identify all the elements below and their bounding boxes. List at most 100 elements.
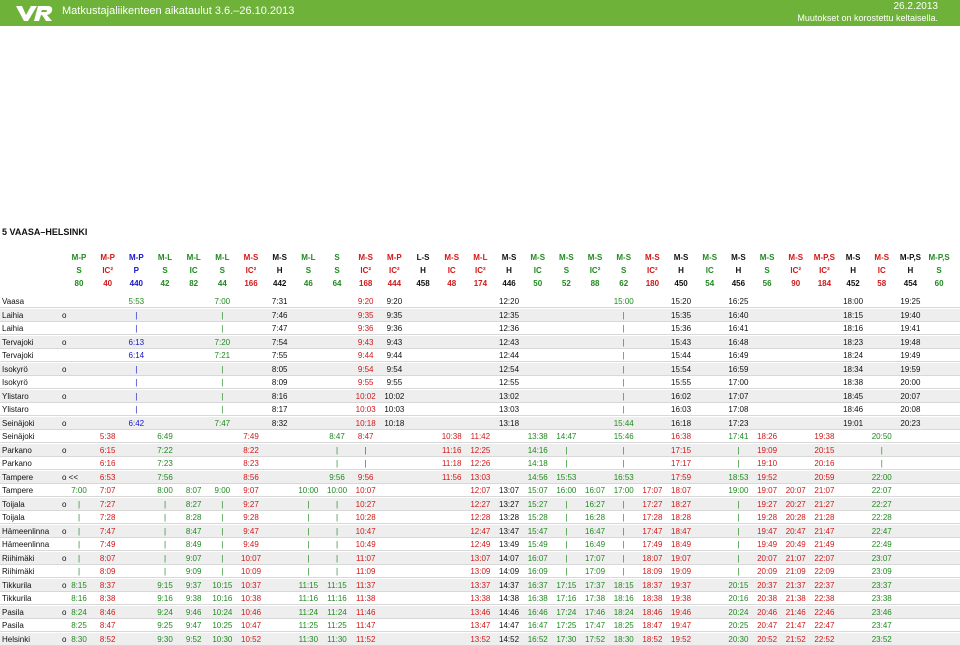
time-cell: 22:49 [871,540,892,549]
time-cell: 16:49 [585,540,606,549]
time-cell: 9:07 [243,486,259,495]
time-cell: 9:43 [386,337,403,347]
time-cell: 18:07 [642,553,663,563]
time-cell: 15:54 [671,364,692,374]
time-cell: 8:09 [99,567,116,576]
time-cell: 17:52 [585,634,606,644]
train-header: M-L [215,253,230,262]
pass-marker: | [307,567,310,576]
time-cell: 18:46 [843,405,864,414]
time-cell: 15:35 [671,310,692,320]
time-cell: 10:37 [241,580,262,590]
time-cell: 18:38 [843,378,864,387]
time-cell: 7:49 [243,432,259,441]
time-cell: 10:24 [212,607,233,617]
time-cell: 9:46 [185,607,202,617]
time-cell: 13:49 [499,540,520,549]
row-divider [0,415,960,416]
time-cell: 10:02 [355,391,376,401]
header-note: Muutokset on korostettu keltaisella. [797,13,938,23]
train-header: IC [447,266,456,275]
train-header: 184 [817,279,832,288]
row-divider [0,617,960,619]
pass-marker: | [135,324,138,333]
time-cell: 12:07 [470,486,491,495]
time-cell: 9:47 [243,526,259,536]
time-cell: 13:47 [499,526,520,536]
time-cell: 8:28 [185,513,202,522]
time-cell: 16:38 [527,594,548,603]
train-header: M-P,S [928,253,950,262]
time-cell: 15:53 [556,472,577,482]
pass-marker: | [622,351,625,360]
time-cell: 11:42 [470,432,491,441]
train-header: 450 [674,279,688,288]
time-cell: 13:27 [499,499,520,509]
train-header: H [506,266,512,275]
time-cell: 12:20 [499,297,520,306]
time-cell: 19:09 [757,445,778,455]
station-name: Helsinki [2,634,31,644]
vr-logo [16,6,53,21]
time-cell: 21:46 [785,607,806,617]
time-cell: 7:54 [271,337,288,347]
pass-marker: | [335,499,339,509]
pass-marker: | [135,378,138,387]
time-cell: 9:25 [157,621,173,630]
time-cell: 7:23 [157,459,173,468]
time-cell: 17:30 [556,634,577,644]
time-cell: 18:34 [843,364,864,374]
time-cell: 6:49 [157,432,173,441]
time-cell: 22:37 [814,580,835,590]
row-stripe [0,416,960,430]
train-header: M-S [587,253,603,262]
pass-marker: | [565,513,568,522]
time-cell: 10:18 [355,418,376,428]
time-cell: 8:16 [271,391,288,401]
time-cell: 9:44 [357,351,374,360]
time-cell: 19:00 [728,486,749,495]
time-cell: 9:47 [185,621,202,630]
time-cell: 10:00 [327,486,348,495]
time-cell: 11:30 [298,634,319,644]
train-header: 40 [103,279,113,288]
time-cell: 6:15 [99,445,116,455]
time-cell: 19:37 [671,580,692,590]
train-header: M-P [100,253,115,262]
time-cell: 15:00 [613,297,634,306]
row-divider [0,644,960,646]
train-header: 58 [877,279,887,288]
time-cell: 13:09 [470,567,491,576]
row-stripe [0,443,960,457]
train-header: 54 [705,279,715,288]
pass-marker: | [880,459,883,468]
time-cell: 18:15 [613,580,634,590]
train-header: M-S [616,253,632,262]
row-divider [0,455,960,457]
time-cell: 11:47 [355,621,376,630]
time-cell: 14:46 [499,607,520,617]
pass-marker: | [737,459,740,468]
pass-marker: | [221,567,224,576]
train-header: M-S [559,253,574,262]
time-cell: 8:22 [243,445,259,455]
time-cell: 16:49 [728,351,749,360]
time-cell: 16:03 [671,405,692,414]
time-cell: 23:52 [871,634,892,644]
train-header: IC² [102,266,113,275]
pass-marker: | [622,445,625,455]
train-header: IC [877,266,886,275]
time-cell: 16:48 [728,337,749,347]
station-name: Tervajoki [2,351,34,360]
train-header: M-S [702,253,718,262]
time-cell: 12:36 [499,324,520,333]
pass-marker: | [163,526,167,536]
time-cell: 18:38 [642,594,663,603]
time-cell: 16:18 [671,418,692,428]
time-cell: 18:27 [671,499,692,509]
row-divider [0,550,960,551]
station-name: Vaasa [2,297,25,306]
station-name: Seinäjoki [2,432,35,441]
time-cell: 14:56 [527,472,548,482]
time-cell: 11:16 [298,594,319,603]
